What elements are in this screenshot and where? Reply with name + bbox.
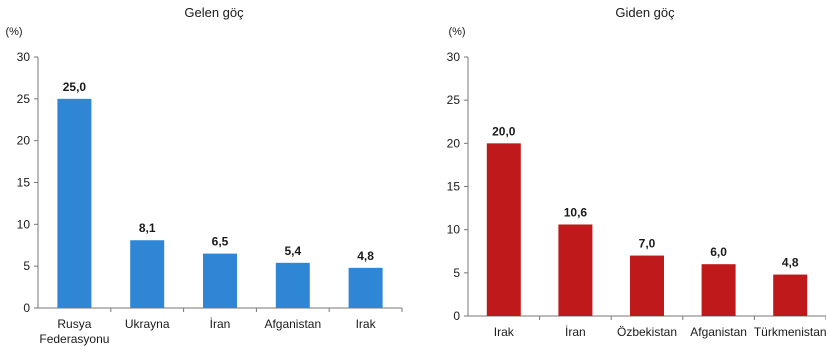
data-label: 6,0 <box>710 245 727 259</box>
data-label: 25,0 <box>63 80 87 94</box>
category-label: Afganistan <box>264 317 321 331</box>
y-tick-label: 15 <box>447 180 461 194</box>
category-label-line: Türkmenistan <box>754 325 826 339</box>
category-label: Afganistan <box>690 325 747 339</box>
y-tick-label: 20 <box>447 136 461 150</box>
y-axis-unit-label: (%) <box>448 26 465 38</box>
category-label-line: Özbekistan <box>617 325 677 339</box>
category-label: İran <box>565 325 586 339</box>
data-label: 4,8 <box>782 256 799 270</box>
category-label: Ukrayna <box>125 317 170 331</box>
y-axis-unit-label: (%) <box>5 26 22 38</box>
category-label-line: İran <box>565 325 586 339</box>
data-label: 20,0 <box>492 124 516 138</box>
category-label-line: Irak <box>356 317 377 331</box>
data-label: 8,1 <box>139 221 156 235</box>
bar <box>57 98 92 308</box>
category-label-line: Afganistan <box>264 317 321 331</box>
y-tick-label: 25 <box>17 92 31 106</box>
category-label: Irak <box>356 317 377 331</box>
y-tick-label: 10 <box>17 217 31 231</box>
y-tick-label: 25 <box>447 93 461 107</box>
category-label: Irak <box>494 325 515 339</box>
data-label: 5,4 <box>284 244 301 258</box>
bar <box>486 143 521 316</box>
data-label: 7,0 <box>639 237 656 251</box>
bar <box>630 255 664 316</box>
chart-title: Giden göç <box>615 5 675 20</box>
category-label: Rusya Federasyonu <box>39 317 109 346</box>
data-label: 4,8 <box>357 249 374 263</box>
bar <box>701 264 736 316</box>
category-label-line: Federasyonu <box>39 332 109 346</box>
chart-panel-1: Gelen göç (%) 0 5 10 15 20 25 30 25,0 Rusya Federas… <box>5 5 403 346</box>
bar <box>275 262 310 308</box>
chart-title: Gelen göç <box>184 5 244 20</box>
bar <box>203 253 237 308</box>
y-tick-label: 30 <box>17 50 31 64</box>
category-label-line: Irak <box>494 325 515 339</box>
y-tick-label: 15 <box>17 176 31 190</box>
category-label: Özbekistan <box>617 325 677 339</box>
y-tick-label: 20 <box>17 134 31 148</box>
chart-panel-2: Giden göç (%) 0 5 10 15 20 25 30 20,0 Irak 10,6 İran… <box>447 5 826 339</box>
y-tick-label: 0 <box>23 301 30 315</box>
data-label: 6,5 <box>212 235 229 249</box>
y-tick-label: 0 <box>453 309 460 323</box>
bar <box>558 224 593 316</box>
y-tick-label: 10 <box>447 223 461 237</box>
bar <box>773 274 808 316</box>
data-label: 10,6 <box>564 205 588 219</box>
y-tick-label: 5 <box>453 266 460 280</box>
category-label: Türkmenistan <box>754 325 826 339</box>
y-tick-label: 30 <box>447 50 461 64</box>
category-label-line: İran <box>210 317 231 331</box>
category-label-line: Afganistan <box>690 325 747 339</box>
category-label-line: Rusya <box>57 317 91 331</box>
bar <box>348 267 383 308</box>
bar <box>130 240 165 308</box>
category-label: İran <box>210 317 231 331</box>
y-tick-label: 5 <box>23 259 30 273</box>
category-label-line: Ukrayna <box>125 317 170 331</box>
